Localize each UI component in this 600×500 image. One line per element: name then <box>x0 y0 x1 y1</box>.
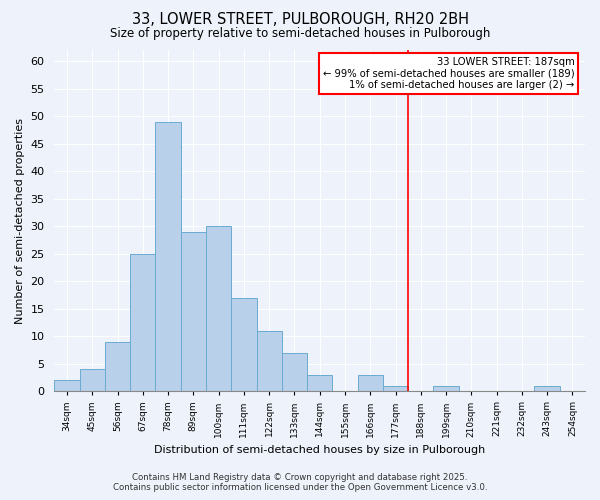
Bar <box>181 232 206 392</box>
Bar <box>80 369 105 392</box>
Bar <box>282 352 307 392</box>
Bar <box>206 226 231 392</box>
X-axis label: Distribution of semi-detached houses by size in Pulborough: Distribution of semi-detached houses by … <box>154 445 485 455</box>
Y-axis label: Number of semi-detached properties: Number of semi-detached properties <box>15 118 25 324</box>
Text: Contains HM Land Registry data © Crown copyright and database right 2025.
Contai: Contains HM Land Registry data © Crown c… <box>113 473 487 492</box>
Bar <box>155 122 181 392</box>
Bar <box>535 386 560 392</box>
Bar <box>307 375 332 392</box>
Bar <box>55 380 80 392</box>
Text: Size of property relative to semi-detached houses in Pulborough: Size of property relative to semi-detach… <box>110 28 490 40</box>
Bar <box>358 375 383 392</box>
Text: 33, LOWER STREET, PULBOROUGH, RH20 2BH: 33, LOWER STREET, PULBOROUGH, RH20 2BH <box>131 12 469 28</box>
Text: 33 LOWER STREET: 187sqm
← 99% of semi-detached houses are smaller (189)
1% of se: 33 LOWER STREET: 187sqm ← 99% of semi-de… <box>323 57 574 90</box>
Bar <box>130 254 155 392</box>
Bar <box>383 386 408 392</box>
Bar <box>105 342 130 392</box>
Bar <box>231 298 257 392</box>
Bar <box>257 330 282 392</box>
Bar <box>433 386 458 392</box>
